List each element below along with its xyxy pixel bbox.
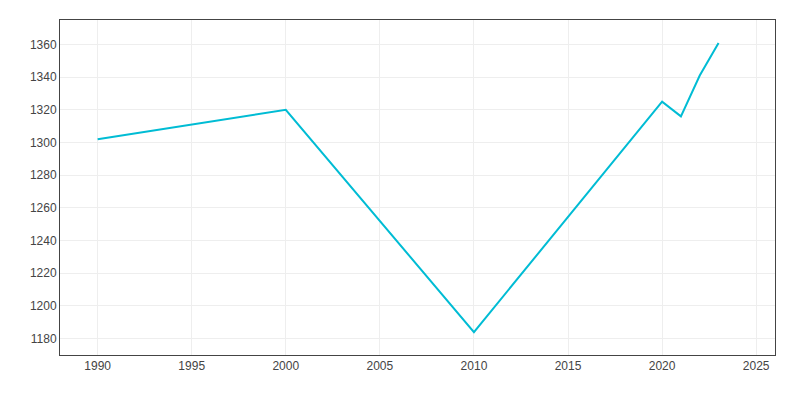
svg-text:2005: 2005 xyxy=(367,359,394,373)
svg-text:1995: 1995 xyxy=(178,359,205,373)
svg-text:2025: 2025 xyxy=(743,359,770,373)
svg-text:1200: 1200 xyxy=(30,299,57,313)
svg-text:2020: 2020 xyxy=(649,359,676,373)
svg-text:1340: 1340 xyxy=(30,70,57,84)
svg-text:2010: 2010 xyxy=(461,359,488,373)
svg-text:2000: 2000 xyxy=(272,359,299,373)
svg-text:1300: 1300 xyxy=(30,136,57,150)
svg-text:1240: 1240 xyxy=(30,234,57,248)
svg-text:1280: 1280 xyxy=(30,168,57,182)
svg-text:1180: 1180 xyxy=(31,332,57,346)
svg-text:1220: 1220 xyxy=(30,266,57,280)
svg-text:1320: 1320 xyxy=(30,103,57,117)
svg-text:2015: 2015 xyxy=(555,359,582,373)
svg-text:1260: 1260 xyxy=(30,201,57,215)
svg-text:1360: 1360 xyxy=(30,38,57,52)
svg-text:1990: 1990 xyxy=(84,359,111,373)
